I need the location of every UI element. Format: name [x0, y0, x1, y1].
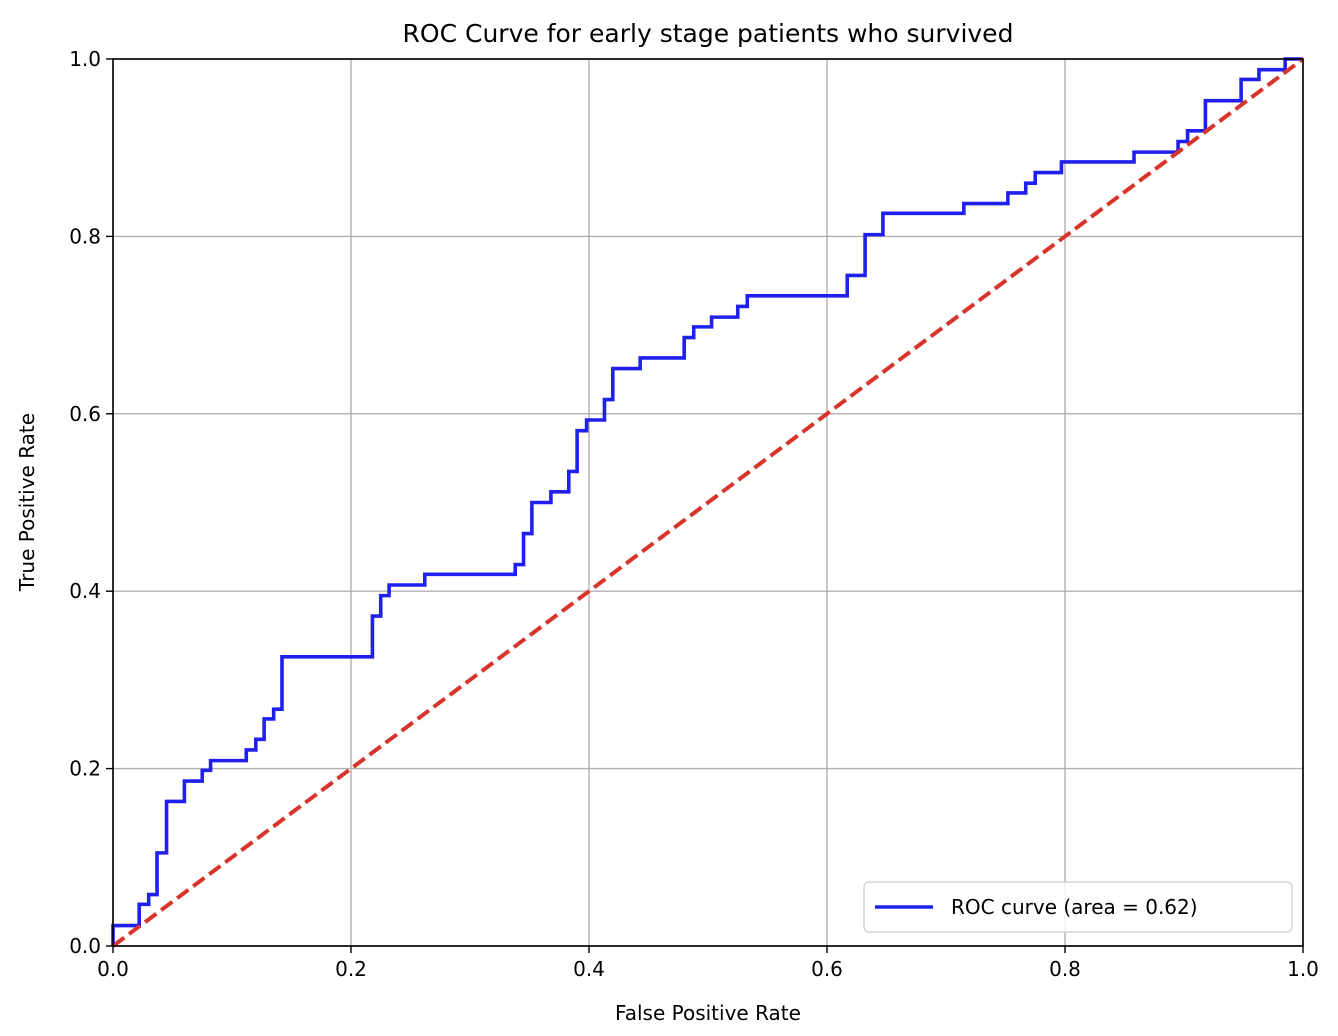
chance-diagonal-line — [111, 57, 1305, 948]
series-lines — [111, 57, 1305, 948]
x-tick-label: 0.0 — [97, 957, 129, 981]
x-tick-label: 0.2 — [335, 957, 367, 981]
grid-lines — [112, 58, 1304, 947]
legend-box — [863, 881, 1293, 933]
x-tick-label: 0.6 — [811, 957, 843, 981]
y-tick-label: 1.0 — [69, 47, 101, 71]
x-tick-label: 0.4 — [573, 957, 605, 981]
y-tick-label: 0.4 — [69, 579, 101, 603]
y-axis-label: True Positive Rate — [15, 413, 39, 592]
legend: ROC curve (area = 0.62) — [863, 881, 1293, 933]
x-tick-label: 0.8 — [1049, 957, 1081, 981]
plot-frame — [112, 58, 1304, 947]
y-tick-label: 0.2 — [69, 757, 101, 781]
y-tick-label: 0.6 — [69, 402, 101, 426]
legend-label-roc: ROC curve (area = 0.62) — [951, 895, 1198, 919]
y-tick-label: 0.8 — [69, 224, 101, 248]
chart-title: ROC Curve for early stage patients who s… — [403, 19, 1014, 48]
roc-curve-line — [111, 57, 1303, 946]
x-axis-label: False Positive Rate — [615, 1001, 801, 1025]
axis-ticks: 0.0 0.2 0.4 0.6 0.8 1.0 0.0 0.2 0.4 0.6 0.8 1.0 — [69, 47, 1319, 981]
y-tick-label: 0.0 — [69, 934, 101, 958]
x-tick-label: 1.0 — [1287, 957, 1319, 981]
